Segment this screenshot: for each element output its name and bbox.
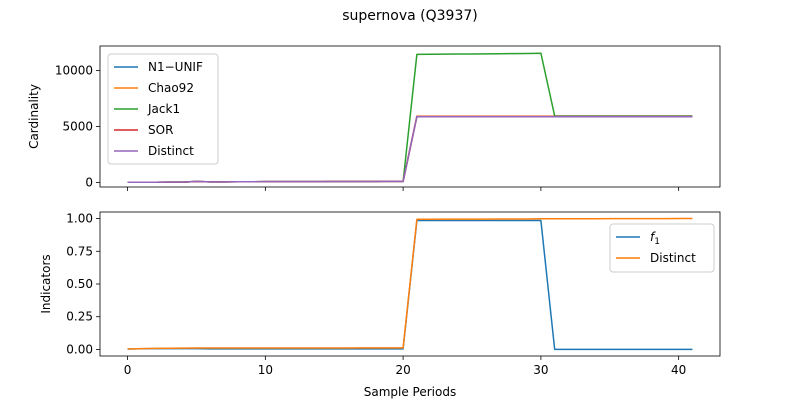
y-tick-label: 0.75: [66, 244, 93, 258]
legend-label: N1−UNIF: [148, 60, 203, 74]
y-tick-label: 10000: [55, 64, 93, 78]
legend-label: f1: [650, 230, 660, 247]
y-tick-label: 0: [85, 176, 93, 190]
x-tick-label: 10: [258, 363, 273, 377]
cardinality-panel: 0 5000 10000 Cardinality N1−UNIF Chao92 Jack1 S…: [27, 45, 721, 191]
legend-label: Distinct: [650, 251, 696, 265]
y-tick-label: 1.00: [66, 212, 93, 226]
series-line-1-1: [127, 217, 693, 350]
legend-label: SOR: [148, 123, 173, 137]
axes-frame: [99, 45, 721, 188]
y-tick-label: 0.25: [66, 310, 93, 324]
x-tick-label: 40: [671, 363, 686, 377]
x-axis-label: Sample Periods: [364, 385, 456, 399]
legend-label: Jack1: [147, 102, 180, 116]
y-tick-label: 0.50: [66, 277, 93, 291]
series-line-0-4: [127, 115, 693, 184]
y-axis-label: Indicators: [39, 254, 53, 313]
legend-box: [609, 223, 715, 273]
legend-label: Distinct: [148, 144, 194, 158]
indicators-panel: 0.00 0.25 0.50 0.75 1.00 0 10 20 30 40 Indicators f…: [39, 212, 721, 377]
x-tick-label: 20: [395, 363, 410, 377]
legend-label: Chao92: [148, 81, 194, 95]
y-tick-label: 5000: [62, 120, 93, 134]
x-tick-label: 30: [533, 363, 548, 377]
figure-title: supernova (Q3937): [342, 8, 478, 24]
y-axis-label: Cardinality: [27, 84, 41, 149]
x-tick-label: 0: [124, 363, 132, 377]
legend-box: [107, 53, 219, 165]
y-tick-label: 0.00: [66, 342, 93, 356]
